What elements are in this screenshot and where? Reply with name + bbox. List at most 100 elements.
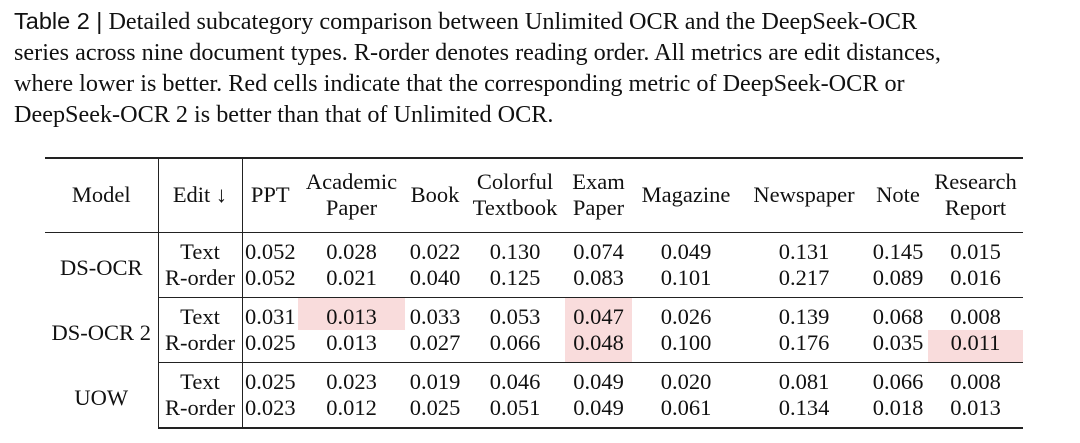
value-cell: 0.145 [872,238,924,264]
value-cell: 0.139 [778,303,830,329]
value-cell: 0.023 [242,394,298,429]
header-col-line1: Newspaper [753,182,855,208]
value-cell: 0.025 [405,394,465,429]
value-cell: 0.033 [409,303,461,329]
header-col: Book [405,157,465,233]
header-col: Magazine [632,157,740,233]
caption-line-4: DeepSeek-OCR 2 is better than that of Un… [14,101,554,128]
value-cell: 0.028 [326,238,377,264]
value-cell: 0.049 [660,238,712,264]
header-col-line2: Report [944,195,1007,221]
table-row: UOW Text 0.025 0.023 0.019 0.046 0.049 0.020 0.0… [45,362,1023,428]
value-cell: 0.049 [573,368,624,394]
results-table: Model Edit ↓ PPT Academic Paper Book Colo… [45,157,1023,429]
value-cell: 0.022 [409,238,461,264]
highlighted-value-cell: 0.047 [565,297,632,330]
value-cell: 0.013 [298,329,405,363]
highlighted-value-cell: 0.013 [298,297,405,330]
table-row: DS-OCR 2 Text 0.031 0.013 0.033 0.053 0.047 0.0… [45,297,1023,362]
metric-name: R-order [158,394,243,429]
value-cell: 0.015 [950,238,1001,264]
value-cell: 0.053 [489,303,541,329]
value-cell: 0.018 [868,394,928,429]
header-col-line1: Magazine [641,182,731,208]
value-cell: 0.217 [740,264,868,298]
value-cell: 0.134 [740,394,868,429]
value-cell: 0.023 [326,368,377,394]
value-cell: 0.083 [565,264,632,298]
caption-line-2: series across nine document types. R-ord… [14,39,941,66]
caption-label: Table 2 | [14,8,103,34]
header-col: Newspaper [740,157,868,233]
value-cell: 0.052 [244,238,296,264]
metric-name: R-order [158,264,243,298]
model-name: DS-OCR 2 [45,297,159,362]
value-cell: 0.027 [405,329,465,363]
value-cell: 0.025 [244,368,296,394]
value-cell: 0.025 [242,329,298,363]
header-col: Exam Paper [565,157,632,233]
header-col-line2: Textbook [472,195,558,221]
value-cell: 0.066 [465,329,565,363]
header-col: Research Report [928,157,1023,233]
value-cell: 0.066 [872,368,924,394]
header-col: Colorful Textbook [465,157,565,233]
header-col-line2: Paper [325,195,378,221]
table-header-row: Model Edit ↓ PPT Academic Paper Book Colo… [45,157,1023,233]
model-name: DS-OCR [45,232,159,297]
value-cell: 0.031 [244,303,296,329]
value-cell: 0.176 [740,329,868,363]
header-col-line1: Academic [305,169,398,195]
table-body: DS-OCR Text 0.052 0.028 0.022 0.130 0.074 0.049… [45,232,1023,429]
value-cell: 0.026 [660,303,712,329]
header-col-line1: Note [876,182,920,208]
table-row: R-order 0.023 0.012 0.025 0.051 0.049 0.061 0.1… [45,394,1023,429]
table-row: R-order 0.025 0.013 0.027 0.066 0.048 0.100 0.1… [45,329,1023,363]
value-cell: 0.081 [778,368,830,394]
metric-name: Text [158,297,243,330]
metric-name: R-order [158,329,243,363]
value-cell: 0.046 [489,368,541,394]
value-cell: 0.061 [632,394,740,429]
value-cell: 0.049 [565,394,632,429]
header-col: PPT [242,157,298,233]
header-col-line1: Book [410,182,460,208]
value-cell: 0.019 [409,368,461,394]
metric-name: Text [158,362,243,395]
value-cell: 0.052 [242,264,298,298]
value-cell: 0.020 [660,368,712,394]
value-cell: 0.130 [489,238,541,264]
highlighted-value-cell: 0.011 [928,329,1023,363]
table-row: DS-OCR Text 0.052 0.028 0.022 0.130 0.074 0.049… [45,232,1023,297]
value-cell: 0.074 [573,238,624,264]
value-cell: 0.125 [465,264,565,298]
value-cell: 0.021 [298,264,405,298]
value-cell: 0.100 [632,329,740,363]
header-edit: Edit ↓ [158,157,243,233]
header-col-line1: Exam [572,169,625,195]
value-cell: 0.008 [950,303,1001,329]
value-cell: 0.012 [298,394,405,429]
table-row: R-order 0.052 0.021 0.040 0.125 0.083 0.101 0.2… [45,264,1023,298]
value-cell: 0.008 [950,368,1001,394]
table-caption: Table 2 | Detailed subcategory compariso… [14,6,1072,130]
value-cell: 0.016 [928,264,1023,298]
value-cell: 0.089 [868,264,928,298]
value-cell: 0.040 [405,264,465,298]
metric-name: Text [158,232,243,265]
header-col-line1: Research [934,169,1017,195]
header-col-line1: PPT [250,182,290,208]
highlighted-value-cell: 0.048 [565,329,632,363]
header-col: Academic Paper [298,157,405,233]
header-col-line2: Paper [572,195,625,221]
value-cell: 0.131 [778,238,830,264]
caption-line-1-text: Detailed subcategory comparison between … [108,8,918,35]
header-model: Model [45,157,159,233]
value-cell: 0.013 [928,394,1023,429]
caption-line-3: where lower is better. Red cells indicat… [14,70,905,97]
value-cell: 0.068 [872,303,924,329]
header-col-line1: Colorful [476,169,554,195]
value-cell: 0.101 [632,264,740,298]
value-cell: 0.035 [868,329,928,363]
